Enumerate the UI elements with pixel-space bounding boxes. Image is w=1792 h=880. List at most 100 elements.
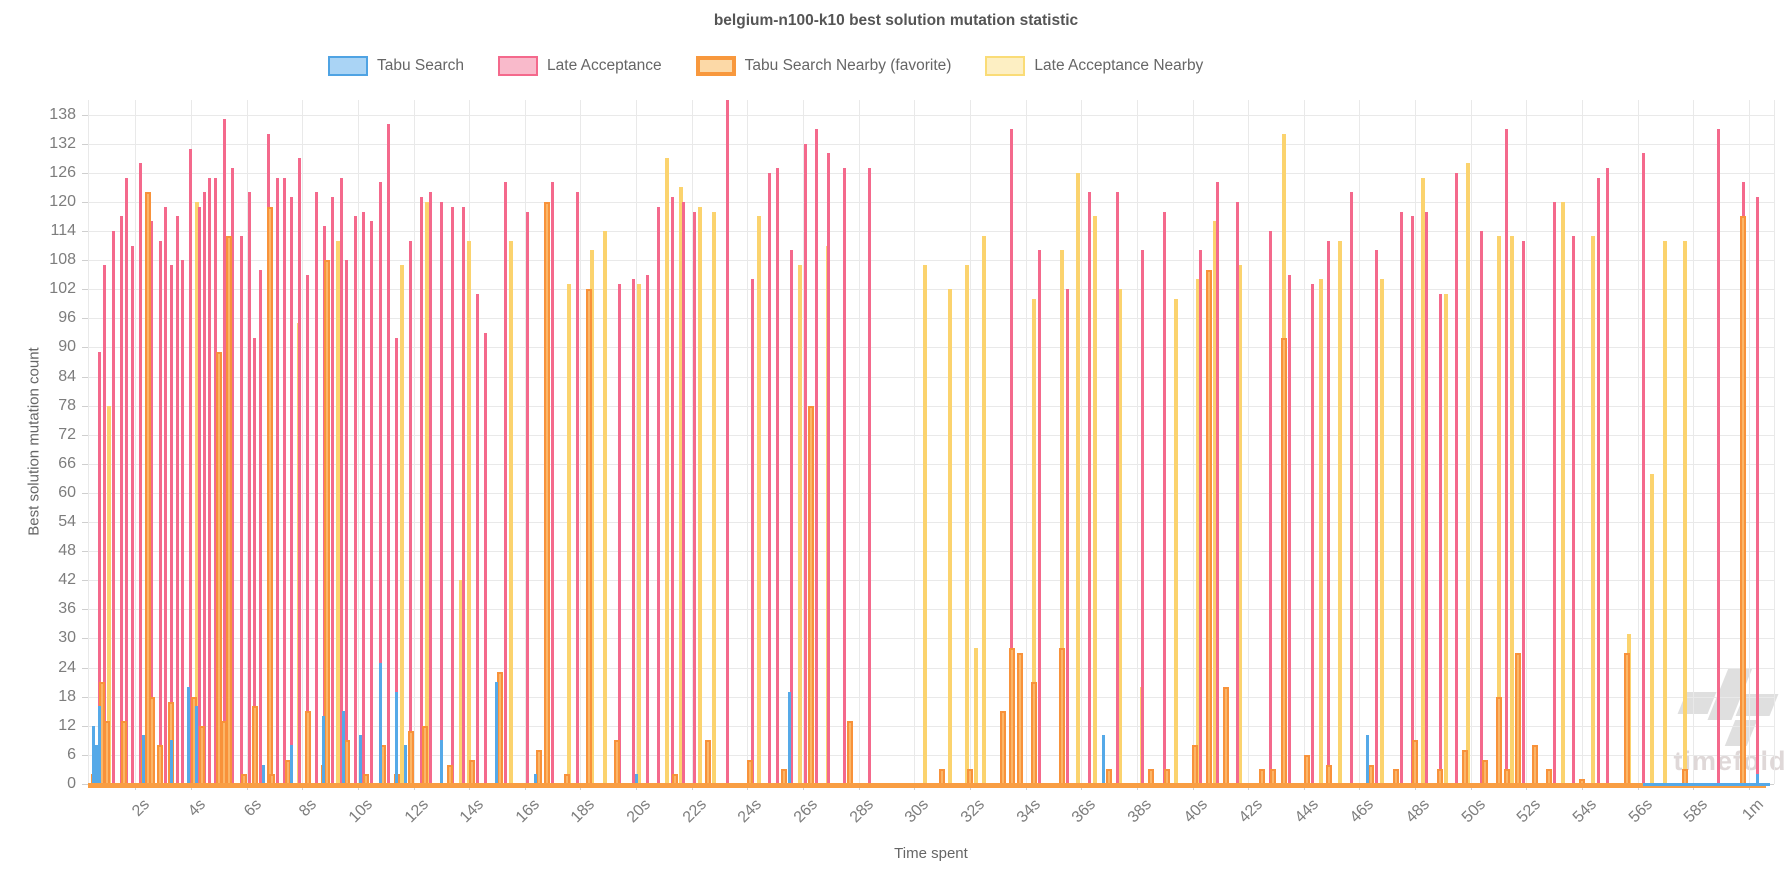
bar-late-acceptance — [1522, 240, 1526, 784]
bar-late-acceptance — [503, 182, 507, 784]
y-tick-label: 138 — [49, 105, 76, 123]
y-tick-label: 60 — [58, 483, 76, 501]
bar-tabu-search-nearby — [144, 192, 151, 784]
bar-late-acceptance-nearby — [1337, 240, 1342, 784]
bar-tabu-search-nearby — [268, 774, 275, 784]
bar-late-acceptance — [353, 216, 357, 784]
x-tick-label: 24s — [735, 796, 766, 827]
bar-late-acceptance-nearby — [1196, 279, 1201, 784]
bar-late-acceptance — [239, 235, 243, 784]
bar-late-acceptance — [1010, 129, 1014, 784]
bar-late-acceptance-nearby — [467, 240, 472, 784]
bar-late-acceptance — [656, 206, 660, 784]
legend: Tabu Search Late Acceptance Tabu Search Ne… — [328, 56, 1203, 76]
y-tick-label: 30 — [58, 629, 76, 647]
bar-late-acceptance-nearby — [636, 284, 641, 784]
gridline-y — [88, 522, 1774, 524]
y-tick-label: 18 — [58, 687, 76, 705]
bar-tabu-search — [97, 706, 101, 784]
bar-late-acceptance — [97, 352, 101, 784]
x-tick-label: 54s — [1569, 796, 1601, 827]
bar-late-acceptance — [843, 167, 847, 784]
legend-item-late-acceptance-nearby[interactable]: Late Acceptance Nearby — [985, 56, 1203, 76]
bar-tabu-search — [534, 774, 538, 784]
bar-late-acceptance — [1268, 230, 1272, 784]
bar-tabu-search-nearby — [1259, 769, 1266, 784]
bar-late-acceptance — [1088, 192, 1092, 784]
bar-tabu-search-nearby — [1222, 686, 1229, 784]
bar-tabu-search-nearby — [1058, 648, 1065, 784]
gridline-y — [88, 172, 1774, 174]
bar-late-acceptance-nearby — [923, 264, 928, 784]
bar-tabu-search-nearby — [446, 764, 453, 784]
gridline-y — [88, 318, 1774, 320]
bar-late-acceptance — [768, 172, 772, 784]
bar-late-acceptance — [297, 158, 301, 784]
bar-tabu-search-nearby — [966, 769, 973, 784]
bar-tabu-search — [195, 706, 198, 784]
bar-tabu-search-nearby — [672, 774, 679, 784]
gridline-y — [88, 609, 1774, 611]
bar-late-acceptance-nearby — [400, 264, 405, 784]
bar-late-acceptance — [476, 294, 479, 784]
bar-late-acceptance — [306, 274, 310, 784]
legend-swatch-icon — [498, 56, 539, 76]
bar-late-acceptance — [158, 240, 162, 784]
bar-late-acceptance — [670, 197, 674, 784]
bar-tabu-search — [395, 691, 399, 784]
bar-late-acceptance — [439, 201, 443, 784]
x-tick-label: 14s — [456, 796, 488, 827]
y-tick-mark — [82, 667, 88, 669]
gridline-x — [1470, 100, 1472, 784]
x-tick-label: 10s — [345, 796, 376, 827]
bar-late-acceptance — [526, 211, 530, 784]
bar-late-acceptance — [826, 153, 830, 784]
y-tick-mark — [82, 434, 88, 436]
bar-tabu-search-nearby — [240, 774, 247, 784]
y-tick-label: 120 — [49, 192, 76, 210]
bar-tabu-search-nearby — [1462, 750, 1469, 784]
baseline-strip — [1643, 783, 1770, 786]
bar-tabu-search-nearby — [1503, 769, 1510, 784]
legend-label: Tabu Search Nearby (favorite) — [744, 57, 952, 74]
bar-tabu-search-nearby — [1303, 754, 1310, 784]
bar-tabu-search-nearby — [747, 759, 754, 784]
bar-tabu-search-nearby — [1325, 764, 1332, 784]
x-tick-label: 8s — [296, 796, 321, 820]
bar-late-acceptance — [428, 192, 432, 784]
bar-late-acceptance-nearby — [1173, 298, 1178, 784]
bar-late-acceptance — [576, 192, 580, 784]
bar-late-acceptance — [1605, 167, 1609, 784]
bar-tabu-search — [634, 774, 638, 784]
bar-tabu-search-nearby — [1579, 779, 1586, 784]
bar-late-acceptance — [1115, 192, 1119, 784]
gridline-x — [803, 100, 805, 784]
y-tick-label: 102 — [49, 280, 76, 298]
bar-tabu-search-nearby — [121, 720, 128, 784]
legend-item-late-acceptance[interactable]: Late Acceptance — [498, 56, 662, 76]
bar-tabu-search-nearby — [1515, 653, 1522, 784]
y-tick-label: 42 — [58, 571, 76, 589]
y-tick-mark — [82, 754, 88, 756]
y-tick-label: 84 — [58, 367, 76, 385]
legend-label: Late Acceptance Nearby — [1034, 57, 1204, 74]
bar-late-acceptance — [125, 177, 129, 784]
x-tick-label: 16s — [512, 796, 543, 827]
gridline-x — [747, 100, 749, 784]
bar-late-acceptance — [1755, 197, 1759, 784]
bar-tabu-search — [403, 745, 407, 784]
y-tick-label: 132 — [49, 134, 76, 152]
gridline-x — [1192, 100, 1194, 784]
bar-late-acceptance-nearby — [1510, 235, 1515, 784]
bar-late-acceptance-nearby — [1682, 240, 1687, 784]
y-tick-label: 96 — [58, 309, 76, 327]
y-tick-mark — [82, 696, 88, 698]
plot-left-border — [88, 100, 89, 784]
bar-tabu-search-nearby — [267, 206, 274, 784]
x-tick-label: 48s — [1402, 796, 1434, 827]
legend-item-tabu-search-nearby-favorite[interactable]: Tabu Search Nearby (favorite) — [695, 56, 952, 76]
bar-late-acceptance — [203, 192, 207, 784]
bar-late-acceptance-nearby — [678, 187, 683, 784]
y-tick-mark — [82, 114, 88, 116]
legend-item-tabu-search[interactable]: Tabu Search — [328, 56, 464, 76]
